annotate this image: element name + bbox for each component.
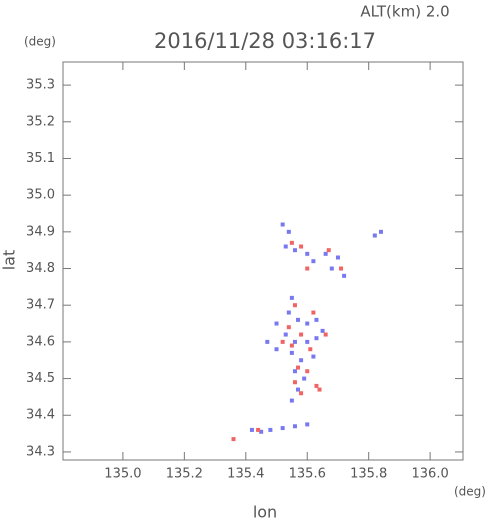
radar-cell: [305, 369, 310, 374]
radar-cell: [326, 248, 331, 253]
radar-cell: [302, 376, 307, 381]
radar-cell: [308, 347, 313, 352]
radar-cell: [299, 244, 304, 249]
radar-cell: [292, 369, 297, 374]
altitude: ALT(km) 2.0: [360, 3, 449, 21]
radar-cell: [274, 347, 279, 352]
radar-cell: [292, 303, 297, 308]
radar-cell: [231, 437, 236, 442]
radar-cell: [286, 229, 291, 234]
radar-cell: [305, 339, 310, 344]
y-tick-label: 34.4: [26, 408, 55, 423]
radar-cell: [256, 427, 261, 432]
radar-cell: [314, 336, 319, 341]
radar-cell: [274, 321, 279, 326]
x-tick-label: 136.0: [412, 467, 449, 482]
radar-cell: [305, 321, 310, 326]
radar-cell: [283, 332, 288, 337]
y-tick-label: 35.0: [26, 188, 55, 203]
y-tick-label: 34.7: [26, 298, 55, 313]
radar-cell: [292, 424, 297, 429]
x-tick-label: 135.8: [350, 467, 387, 482]
radar-cell: [311, 259, 316, 264]
radar-cell: [305, 251, 310, 256]
x-tick-label: 135.4: [227, 467, 264, 482]
y-tick-label: 35.1: [26, 151, 55, 166]
x-unit: (deg): [454, 485, 486, 499]
radar-cell: [265, 339, 270, 344]
radar-cell: [314, 317, 319, 322]
radar-cell: [329, 266, 334, 271]
radar-cell: [280, 426, 285, 431]
radar-cell: [292, 339, 297, 344]
radar-cell: [249, 427, 254, 432]
radar-cell: [311, 354, 316, 359]
radar-cell: [323, 332, 328, 337]
x-axis-label: lon: [253, 503, 277, 521]
radar-cell: [296, 365, 301, 370]
y-tick-label: 34.9: [26, 224, 55, 239]
y-tick-label: 35.2: [26, 114, 55, 129]
radar-cell: [296, 387, 301, 392]
x-tick-label: 135.6: [289, 467, 326, 482]
radar-cell: [289, 350, 294, 355]
chart-title: 2016/11/28 03:16:17: [154, 29, 376, 53]
y-unit: (deg): [24, 35, 56, 49]
radar-cell: [339, 266, 344, 271]
y-tick-label: 34.6: [26, 334, 55, 349]
y-tick-label: 34.8: [26, 261, 55, 276]
radar-cell: [335, 255, 340, 260]
x-tick-label: 135.0: [104, 467, 141, 482]
radar-cell: [286, 310, 291, 315]
y-axis-label: lat: [0, 250, 19, 271]
y-tick-label: 34.3: [26, 444, 55, 459]
y-tick-label: 35.3: [26, 78, 55, 93]
radar-cell: [305, 266, 310, 271]
radar-cell: [280, 222, 285, 227]
radar-cell: [289, 295, 294, 300]
radar-cell: [378, 229, 383, 234]
radar-cell: [280, 339, 285, 344]
radar-cell: [299, 358, 304, 363]
radar-cell: [283, 244, 288, 249]
y-tick-label: 34.5: [26, 371, 55, 386]
plot-frame: [62, 61, 464, 461]
radar-cell: [342, 273, 347, 278]
radar-cell: [320, 328, 325, 333]
radar-cell: [286, 325, 291, 330]
x-tick-label: 135.2: [166, 467, 203, 482]
radar-cell: [259, 429, 264, 434]
radar-cell: [292, 248, 297, 253]
radar-cell: [296, 317, 301, 322]
radar-cell: [289, 343, 294, 348]
radar-cell: [268, 427, 273, 432]
radar-cell: [314, 383, 319, 388]
radar-cell: [289, 398, 294, 403]
radar-cell: [311, 310, 316, 315]
radar-cell: [372, 233, 377, 238]
radar-cell: [289, 240, 294, 245]
radar-cell: [305, 422, 310, 427]
radar-cell: [323, 251, 328, 256]
radar-cell: [299, 332, 304, 337]
radar-cell: [292, 380, 297, 385]
radar-cell: [317, 387, 322, 392]
radar-cell: [299, 391, 304, 396]
